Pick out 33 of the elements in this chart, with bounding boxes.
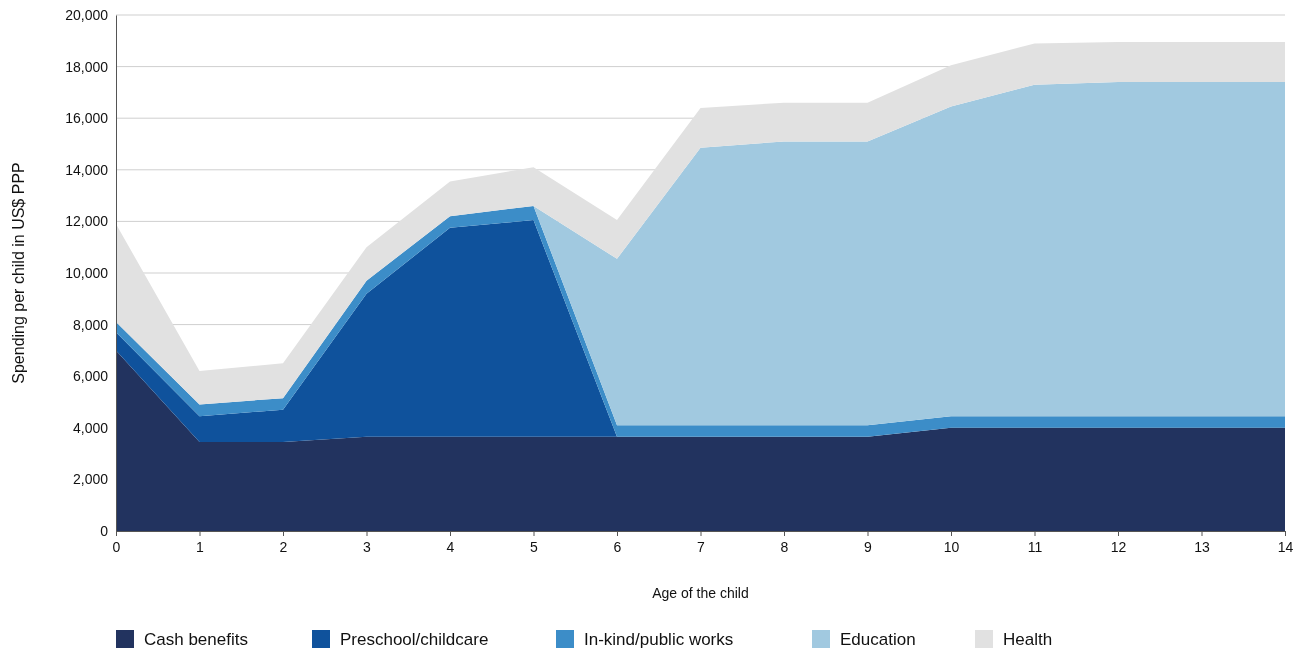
x-tick-label: 7 (697, 538, 706, 555)
x-tick-label: 14 (1277, 538, 1294, 555)
y-tick-label: 6,000 (72, 368, 109, 385)
y-tick-label: 14,000 (65, 161, 109, 178)
x-tick-label: 3 (363, 538, 372, 555)
y-tick-label: 10,000 (65, 264, 109, 281)
x-axis-title: Age of the child (652, 585, 749, 601)
x-tick-label: 4 (446, 538, 455, 555)
y-tick-label: 2,000 (72, 471, 109, 488)
y-tick-label: 18,000 (65, 58, 109, 75)
x-tick-label: 1 (196, 538, 205, 555)
y-tick-label: 12,000 (65, 213, 109, 230)
y-tick-label: 20,000 (65, 6, 109, 23)
legend-label: Cash benefits (144, 630, 248, 649)
y-tick-label: 8,000 (72, 316, 109, 333)
legend-label: In-kind/public works (584, 630, 734, 649)
y-tick-label: 0 (100, 522, 109, 539)
x-tick-label: 12 (1110, 538, 1127, 555)
legend-label: Education (840, 630, 916, 649)
y-axis-title: Spending per child in US$ PPP (10, 162, 27, 384)
x-tick-label: 5 (530, 538, 539, 555)
x-tick-label: 11 (1027, 538, 1043, 555)
x-tick-label: 2 (279, 538, 288, 555)
x-tick-label: 0 (112, 538, 121, 555)
x-tick-label: 9 (864, 538, 873, 555)
x-tick-label: 10 (943, 538, 960, 555)
x-tick-label: 8 (780, 538, 789, 555)
y-tick-label: 4,000 (72, 419, 109, 436)
legend-label: Health (1003, 630, 1053, 649)
y-tick-label: 16,000 (65, 110, 109, 127)
x-tick-label: 6 (613, 538, 622, 555)
x-tick-label: 13 (1194, 538, 1210, 555)
legend-label: Preschool/childcare (340, 630, 489, 649)
